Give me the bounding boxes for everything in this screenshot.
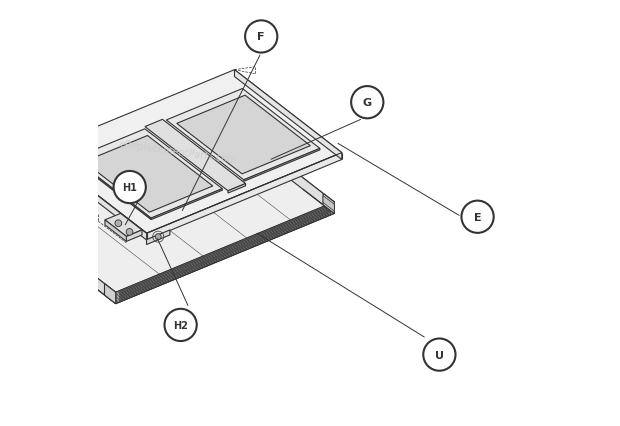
Text: G: G — [363, 98, 372, 108]
Circle shape — [155, 234, 161, 240]
Text: U: U — [435, 350, 444, 360]
Polygon shape — [120, 212, 330, 300]
Circle shape — [461, 201, 494, 233]
Polygon shape — [146, 230, 170, 245]
Text: H1: H1 — [122, 183, 137, 193]
Polygon shape — [208, 105, 334, 214]
Polygon shape — [147, 153, 342, 241]
Polygon shape — [151, 189, 223, 220]
Polygon shape — [120, 214, 330, 302]
Polygon shape — [126, 230, 142, 242]
Polygon shape — [39, 151, 147, 241]
Polygon shape — [74, 130, 223, 219]
Text: E: E — [474, 212, 481, 222]
Polygon shape — [84, 136, 213, 213]
Circle shape — [164, 309, 197, 341]
Polygon shape — [105, 220, 126, 242]
Polygon shape — [116, 202, 334, 304]
Polygon shape — [0, 196, 116, 304]
Polygon shape — [228, 184, 246, 193]
Circle shape — [126, 229, 133, 236]
Text: F: F — [257, 32, 265, 42]
Circle shape — [115, 220, 122, 227]
Text: H2: H2 — [173, 320, 188, 330]
Polygon shape — [0, 105, 334, 293]
Circle shape — [423, 339, 456, 371]
Polygon shape — [234, 70, 342, 160]
Polygon shape — [323, 194, 334, 214]
Polygon shape — [120, 205, 330, 293]
Polygon shape — [105, 284, 116, 304]
Circle shape — [113, 172, 146, 204]
Circle shape — [351, 87, 383, 119]
Polygon shape — [120, 210, 330, 297]
Polygon shape — [74, 159, 151, 220]
Polygon shape — [166, 89, 320, 180]
Polygon shape — [323, 196, 334, 212]
Polygon shape — [145, 120, 246, 191]
Circle shape — [245, 21, 277, 53]
Polygon shape — [177, 96, 311, 175]
Polygon shape — [105, 214, 142, 237]
Polygon shape — [39, 70, 342, 233]
Polygon shape — [120, 207, 330, 295]
Text: eReplacementParts.com: eReplacementParts.com — [119, 139, 238, 166]
Polygon shape — [244, 149, 320, 182]
